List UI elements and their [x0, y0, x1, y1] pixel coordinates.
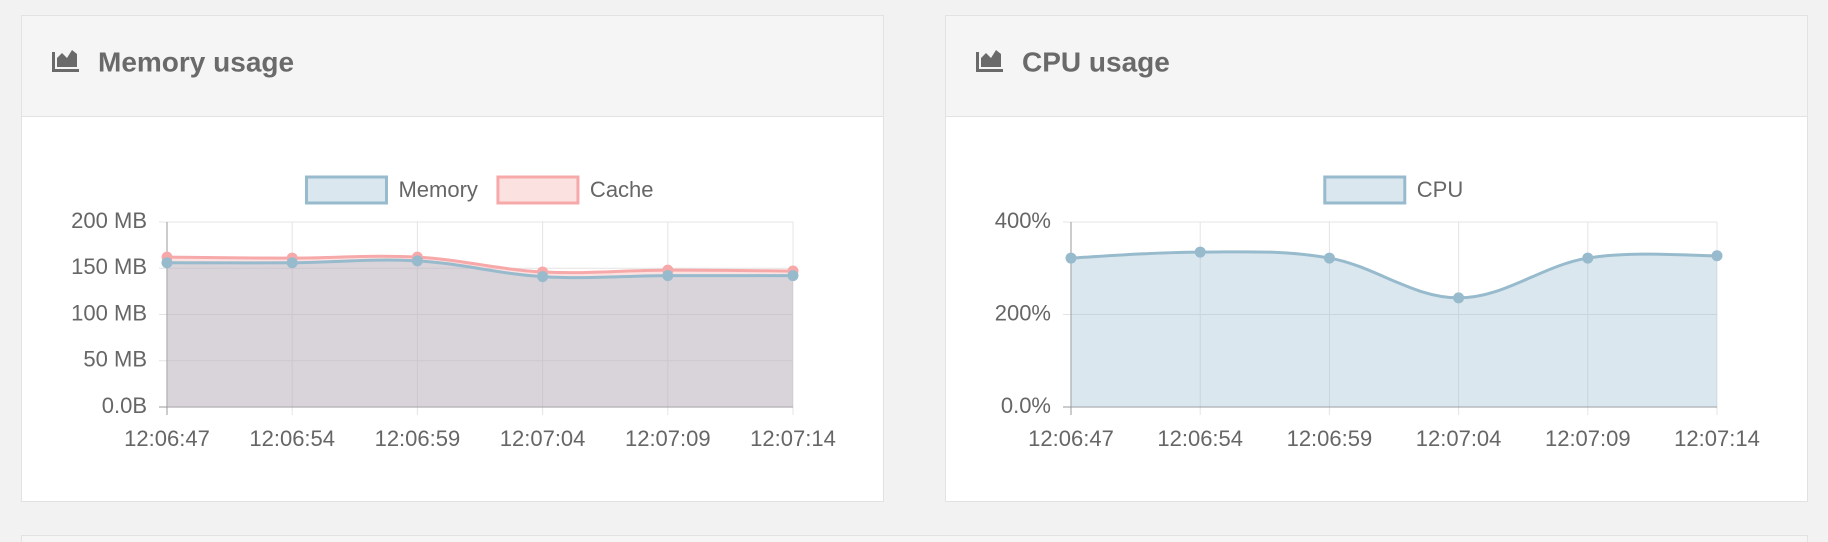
y-tick-label: 200% [995, 300, 1051, 325]
x-tick-label: 12:07:14 [750, 426, 836, 451]
data-point [1323, 252, 1335, 264]
y-tick-label: 0.0% [1001, 393, 1051, 418]
chart-icon [52, 50, 1003, 72]
y-tick-label: 200 MB [71, 208, 147, 233]
x-tick-label: 12:06:54 [1157, 426, 1243, 451]
data-point [787, 270, 799, 282]
data-point [411, 255, 423, 267]
panel-frame [21, 15, 1808, 542]
y-tick-label: 400% [995, 208, 1051, 233]
data-point [1194, 246, 1206, 258]
x-tick-label: 12:06:47 [124, 426, 210, 451]
data-point [1711, 250, 1723, 262]
legend-swatch [496, 175, 580, 205]
legend-label: Cache [590, 177, 654, 202]
y-tick-label: 50 MB [83, 347, 147, 372]
x-tick-label: 12:06:47 [1028, 426, 1114, 451]
x-tick-label: 12:07:14 [1674, 426, 1760, 451]
data-point [161, 257, 173, 269]
legend: Memory Cache [304, 175, 654, 205]
data-point [1582, 252, 1594, 264]
legend-swatch [304, 175, 388, 205]
legend-label: CPU [1417, 177, 1463, 202]
data-point [286, 257, 298, 269]
y-tick-label: 150 MB [71, 254, 147, 279]
x-tick-label: 12:07:04 [500, 426, 586, 451]
panel-title: CPU usage [1022, 46, 1170, 77]
series-line [166, 254, 794, 275]
data-point [1453, 292, 1465, 304]
data-point [662, 270, 674, 282]
x-tick-label: 12:07:09 [1545, 426, 1631, 451]
x-tick-label: 12:06:59 [375, 426, 461, 451]
legend-label: Memory [398, 177, 477, 202]
x-tick-label: 12:07:04 [1416, 426, 1502, 451]
area-fill [167, 256, 793, 407]
data-point [537, 271, 549, 283]
area-fill [1071, 251, 1717, 407]
series-line [166, 258, 794, 280]
x-tick-label: 12:06:59 [1287, 426, 1373, 451]
series-line [1070, 250, 1718, 300]
panel-title: Memory usage [98, 46, 294, 77]
legend-swatch [1323, 175, 1407, 205]
y-tick-label: 100 MB [71, 300, 147, 325]
data-point [1065, 252, 1077, 264]
y-tick-label: 0.0B [102, 393, 147, 418]
legend: CPU [1323, 175, 1463, 205]
area-fill [167, 260, 793, 407]
x-tick-label: 12:06:54 [249, 426, 335, 451]
x-tick-label: 12:07:09 [625, 426, 711, 451]
